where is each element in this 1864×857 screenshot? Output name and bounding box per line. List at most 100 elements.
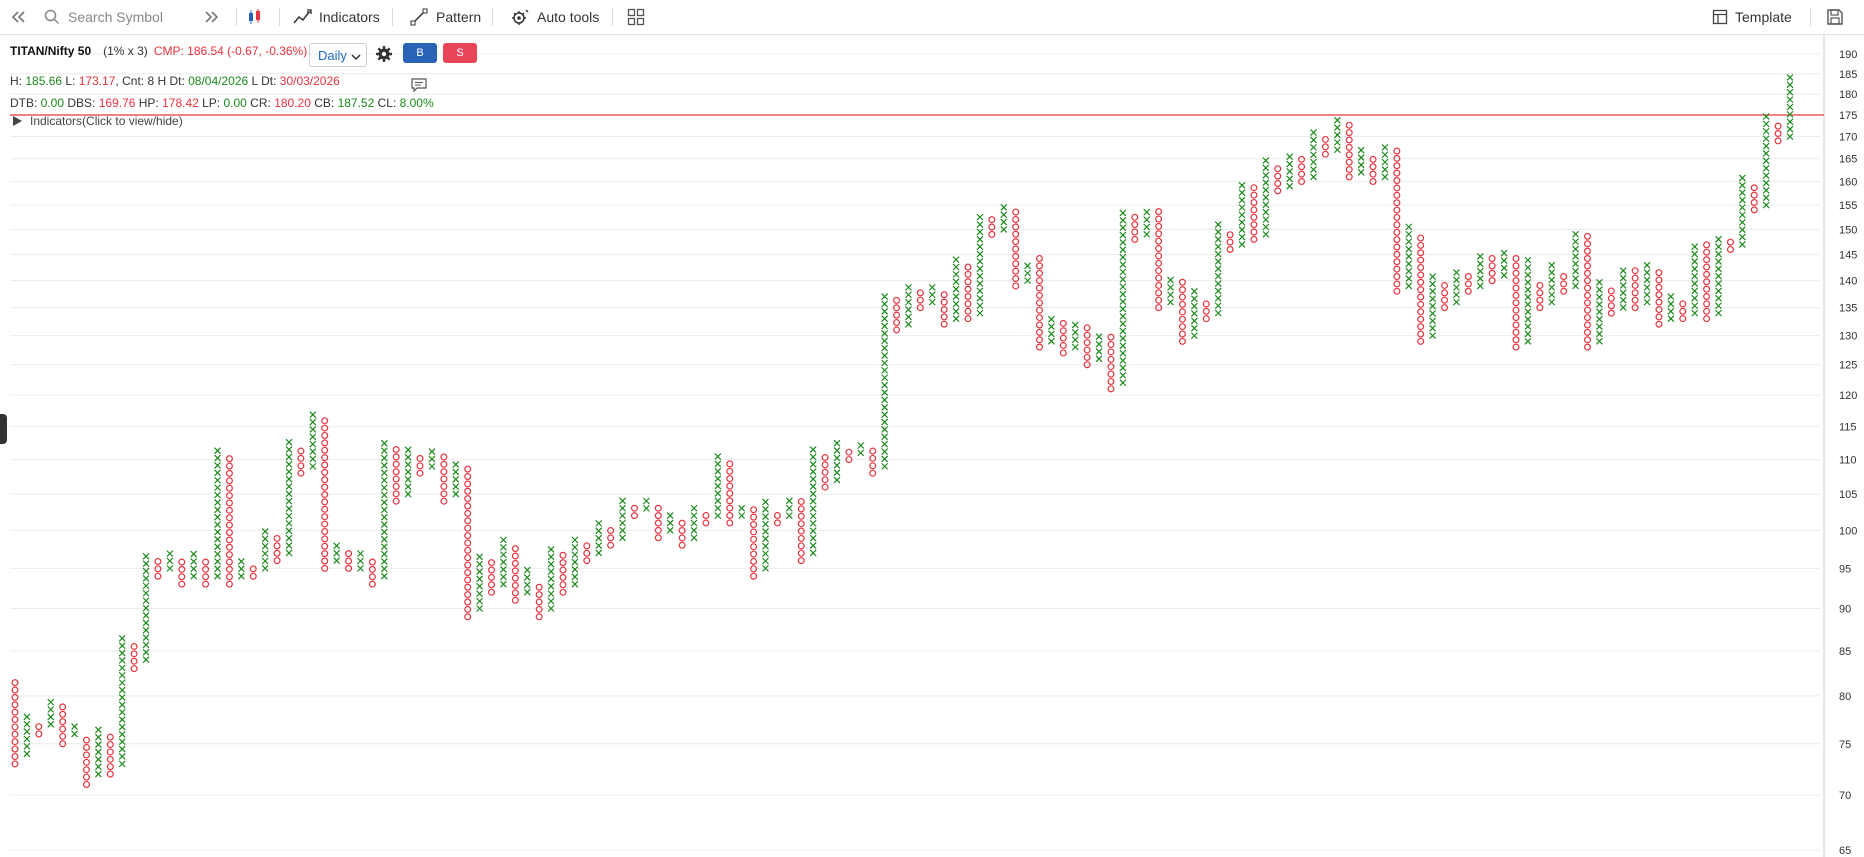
- buy-button[interactable]: B: [403, 43, 437, 63]
- x-box: [1715, 243, 1722, 251]
- o-box: [488, 588, 496, 596]
- y-tick-label: 90: [1839, 604, 1851, 616]
- o-box: [1178, 286, 1186, 294]
- indicators-toggle[interactable]: Indicators(Click to view/hide): [13, 114, 183, 128]
- x-column: [642, 497, 650, 512]
- x-box: [1429, 273, 1437, 280]
- x-box: [952, 300, 960, 308]
- o-box: [392, 460, 400, 468]
- h-label: H:: [10, 74, 26, 88]
- search-box[interactable]: Search Symbol: [44, 0, 163, 34]
- x-box: [1738, 174, 1746, 182]
- l-label: L:: [62, 74, 79, 88]
- x-column: [1524, 256, 1532, 345]
- o-box: [1631, 281, 1639, 289]
- x-box: [1095, 340, 1103, 348]
- x-box: [1643, 298, 1651, 306]
- o-box: [1750, 199, 1758, 207]
- x-box: [1453, 276, 1460, 284]
- timeframe-select[interactable]: Daily: [309, 43, 367, 67]
- pattern-button[interactable]: Pattern: [410, 0, 481, 34]
- o-box: [1035, 321, 1043, 329]
- symbol-name[interactable]: TITAN/Nifty 50: [10, 44, 92, 58]
- x-box: [309, 418, 317, 426]
- y-tick-label: 115: [1839, 422, 1857, 434]
- o-box: [178, 565, 186, 573]
- o-box: [321, 476, 329, 484]
- x-box: [190, 550, 198, 558]
- x-box: [1047, 330, 1055, 338]
- x-box: [809, 527, 817, 535]
- x-box: [94, 726, 102, 734]
- x-box: [881, 426, 889, 433]
- o-box: [273, 542, 281, 550]
- x-box: [1548, 269, 1556, 277]
- x-box: [928, 291, 936, 299]
- o-box: [488, 566, 496, 574]
- x-box: [1738, 196, 1746, 204]
- o-column: [1464, 273, 1472, 295]
- settings-icon[interactable]: [375, 45, 393, 68]
- o-box: [1321, 150, 1329, 158]
- indicators-button[interactable]: Indicators: [293, 0, 380, 34]
- chevrons-left-icon[interactable]: [10, 0, 28, 34]
- o-box: [1512, 277, 1520, 285]
- o-box: [1393, 250, 1401, 258]
- autotools-button[interactable]: Auto tools: [510, 0, 599, 34]
- x-column: [261, 528, 269, 572]
- o-box: [583, 549, 591, 557]
- x-box: [1095, 348, 1103, 355]
- o-box: [464, 605, 472, 613]
- search-input[interactable]: Search Symbol: [68, 9, 163, 25]
- o-box: [11, 745, 19, 753]
- o-box: [1583, 291, 1591, 299]
- x-box: [714, 482, 722, 490]
- save-icon[interactable]: [1826, 0, 1844, 34]
- x-box: [1762, 149, 1770, 157]
- chevrons-right-icon[interactable]: [202, 0, 220, 34]
- o-box: [1226, 238, 1234, 246]
- o-box: [11, 738, 19, 746]
- x-box: [1357, 161, 1365, 169]
- x-box: [1572, 275, 1579, 282]
- x-box: [1286, 175, 1294, 183]
- o-box: [1035, 336, 1043, 344]
- cr-value: 180.20: [274, 96, 311, 110]
- o-box: [1583, 240, 1591, 248]
- collapse-handle[interactable]: [0, 414, 7, 444]
- x-box: [380, 469, 388, 477]
- o-box: [1417, 234, 1425, 242]
- o-box: [1155, 237, 1163, 245]
- o-box: [1512, 262, 1520, 270]
- x-box: [809, 446, 817, 453]
- x-box: [881, 337, 889, 345]
- o-box: [1703, 263, 1711, 271]
- x-column: [547, 546, 555, 612]
- x-column: [1310, 129, 1317, 181]
- x-box: [261, 557, 269, 565]
- x-box: [23, 750, 31, 758]
- x-box: [1453, 291, 1460, 299]
- layout-icon[interactable]: [627, 0, 645, 34]
- x-box: [905, 306, 912, 313]
- pnf-chart[interactable]: 65 70 75 80 85 90 95 100 105 110 115 120 125 130 135 14…: [0, 34, 1864, 857]
- x-box: [1429, 324, 1437, 332]
- x-box: [47, 713, 55, 721]
- x-box: [285, 519, 293, 527]
- y-tick-label: 80: [1839, 691, 1851, 703]
- x-box: [118, 686, 126, 694]
- sell-button[interactable]: S: [443, 43, 477, 63]
- x-box: [118, 716, 126, 723]
- x-box: [1691, 309, 1699, 317]
- comment-icon[interactable]: [410, 77, 428, 98]
- o-box: [940, 291, 948, 299]
- o-box: [1178, 293, 1186, 301]
- template-label: Template: [1735, 9, 1792, 25]
- x-box: [94, 763, 102, 771]
- o-column: [535, 583, 543, 621]
- candlestick-icon[interactable]: [246, 0, 264, 34]
- o-box: [1298, 155, 1306, 163]
- o-box: [511, 559, 519, 567]
- template-button[interactable]: Template: [1712, 0, 1792, 34]
- x-box: [1524, 315, 1532, 323]
